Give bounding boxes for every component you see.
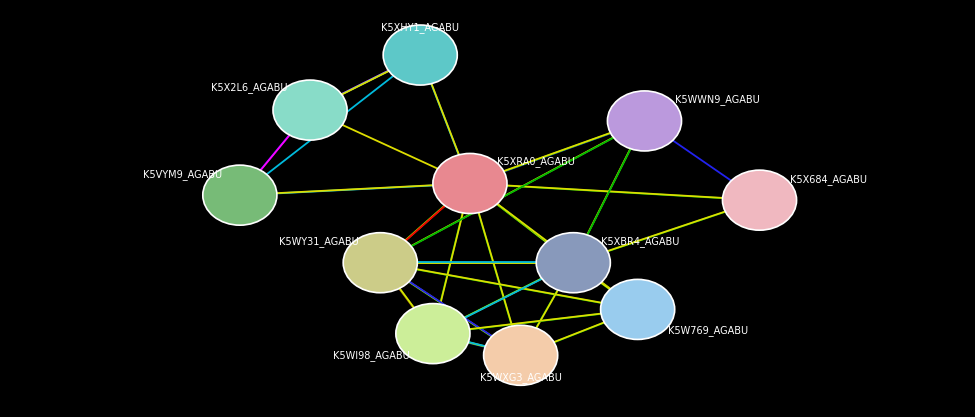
- Ellipse shape: [203, 165, 277, 225]
- Ellipse shape: [433, 153, 507, 214]
- Text: K5XRA0_AGABU: K5XRA0_AGABU: [497, 156, 575, 167]
- Text: K5WI98_AGABU: K5WI98_AGABU: [332, 350, 410, 361]
- Ellipse shape: [722, 170, 797, 230]
- Ellipse shape: [607, 91, 682, 151]
- Ellipse shape: [601, 279, 675, 339]
- Ellipse shape: [343, 233, 417, 293]
- Text: K5VYM9_AGABU: K5VYM9_AGABU: [143, 169, 222, 180]
- Ellipse shape: [396, 304, 470, 364]
- Ellipse shape: [484, 325, 558, 385]
- Text: K5WWN9_AGABU: K5WWN9_AGABU: [675, 94, 760, 105]
- Text: K5X684_AGABU: K5X684_AGABU: [790, 174, 867, 185]
- Ellipse shape: [383, 25, 457, 85]
- Text: K5X2L6_AGABU: K5X2L6_AGABU: [212, 82, 288, 93]
- Text: K5XHY1_AGABU: K5XHY1_AGABU: [381, 22, 459, 33]
- Text: K5WXG3_AGABU: K5WXG3_AGABU: [480, 372, 562, 383]
- Ellipse shape: [536, 233, 610, 293]
- Ellipse shape: [273, 80, 347, 140]
- Text: K5W769_AGABU: K5W769_AGABU: [668, 325, 748, 336]
- Text: K5XBR4_AGABU: K5XBR4_AGABU: [601, 236, 679, 247]
- Text: K5WY31_AGABU: K5WY31_AGABU: [279, 236, 359, 247]
